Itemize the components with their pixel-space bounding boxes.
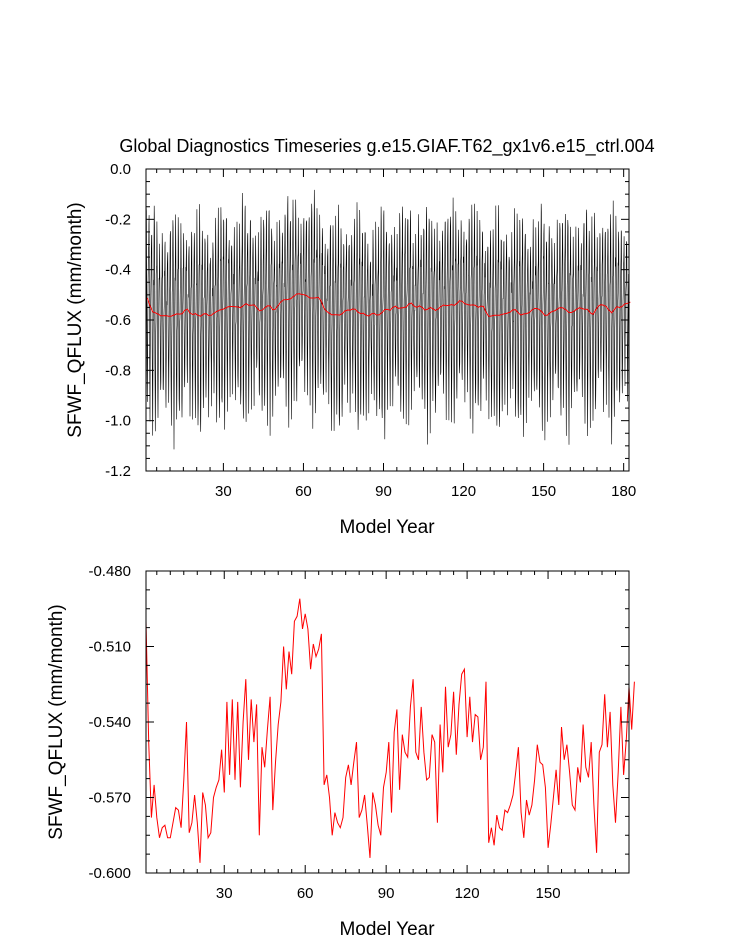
top-plot-frame <box>145 168 630 472</box>
y-tick-label: -0.2 <box>105 211 131 228</box>
x-tick-label: 120 <box>451 483 476 500</box>
annual-mean-line <box>145 598 635 863</box>
y-tick-label: -0.6 <box>105 312 131 329</box>
x-tick-label: 90 <box>378 885 395 902</box>
x-tick-label: 150 <box>536 885 561 902</box>
x-tick-label: 30 <box>215 483 232 500</box>
y-tick-label: -0.510 <box>88 639 131 656</box>
annual-mean-series-line <box>145 598 635 863</box>
x-tick-label: 60 <box>295 483 312 500</box>
top-axes: 30 60 90 120 150 180 0.0 -0.2 -0.4 -0.6 -0.8 -1.0 -1… <box>105 161 636 500</box>
bottom-x-axis-label: Model Year <box>339 919 435 940</box>
x-tick-label: 30 <box>216 885 233 902</box>
x-tick-label: 90 <box>375 483 392 500</box>
top-x-axis-label: Model Year <box>339 517 435 538</box>
monthly-series-line <box>145 189 630 450</box>
y-tick-label: -0.480 <box>88 563 131 580</box>
y-tick-label: -1.0 <box>105 413 131 430</box>
y-tick-label: 0.0 <box>110 161 131 178</box>
x-tick-label: 120 <box>455 885 480 902</box>
y-tick-label: -0.570 <box>88 790 131 807</box>
bottom-plot-frame <box>145 570 630 874</box>
x-tick-label: 60 <box>297 885 314 902</box>
bottom-panel: 30 60 90 120 150 -0.480 -0.510 -0.540 -0.570 -0.6… <box>46 563 635 940</box>
bottom-y-axis-label: SFWF_QFLUX (mm/month) <box>46 604 67 839</box>
annual-mean-line <box>146 293 631 317</box>
y-tick-label: -0.4 <box>105 262 131 279</box>
x-tick-label: 180 <box>611 483 636 500</box>
top-y-axis-label: SFWF_QFLUX (mm/month) <box>65 202 86 437</box>
chart-title: Global Diagnostics Timeseries g.e15.GIAF… <box>119 136 654 157</box>
y-tick-label: -1.2 <box>105 463 131 480</box>
y-tick-label: -0.600 <box>88 865 131 882</box>
y-tick-label: -0.8 <box>105 362 131 379</box>
top-panel: 30 60 90 120 150 180 0.0 -0.2 -0.4 -0.6 -0.8 -1.0 -1… <box>65 161 636 538</box>
x-tick-label: 150 <box>531 483 556 500</box>
annual-mean-series-line <box>146 293 631 317</box>
bottom-axes: 30 60 90 120 150 -0.480 -0.510 -0.540 -0.570 -0.6… <box>88 563 630 902</box>
monthly-line <box>145 189 630 450</box>
y-tick-label: -0.540 <box>88 714 131 731</box>
